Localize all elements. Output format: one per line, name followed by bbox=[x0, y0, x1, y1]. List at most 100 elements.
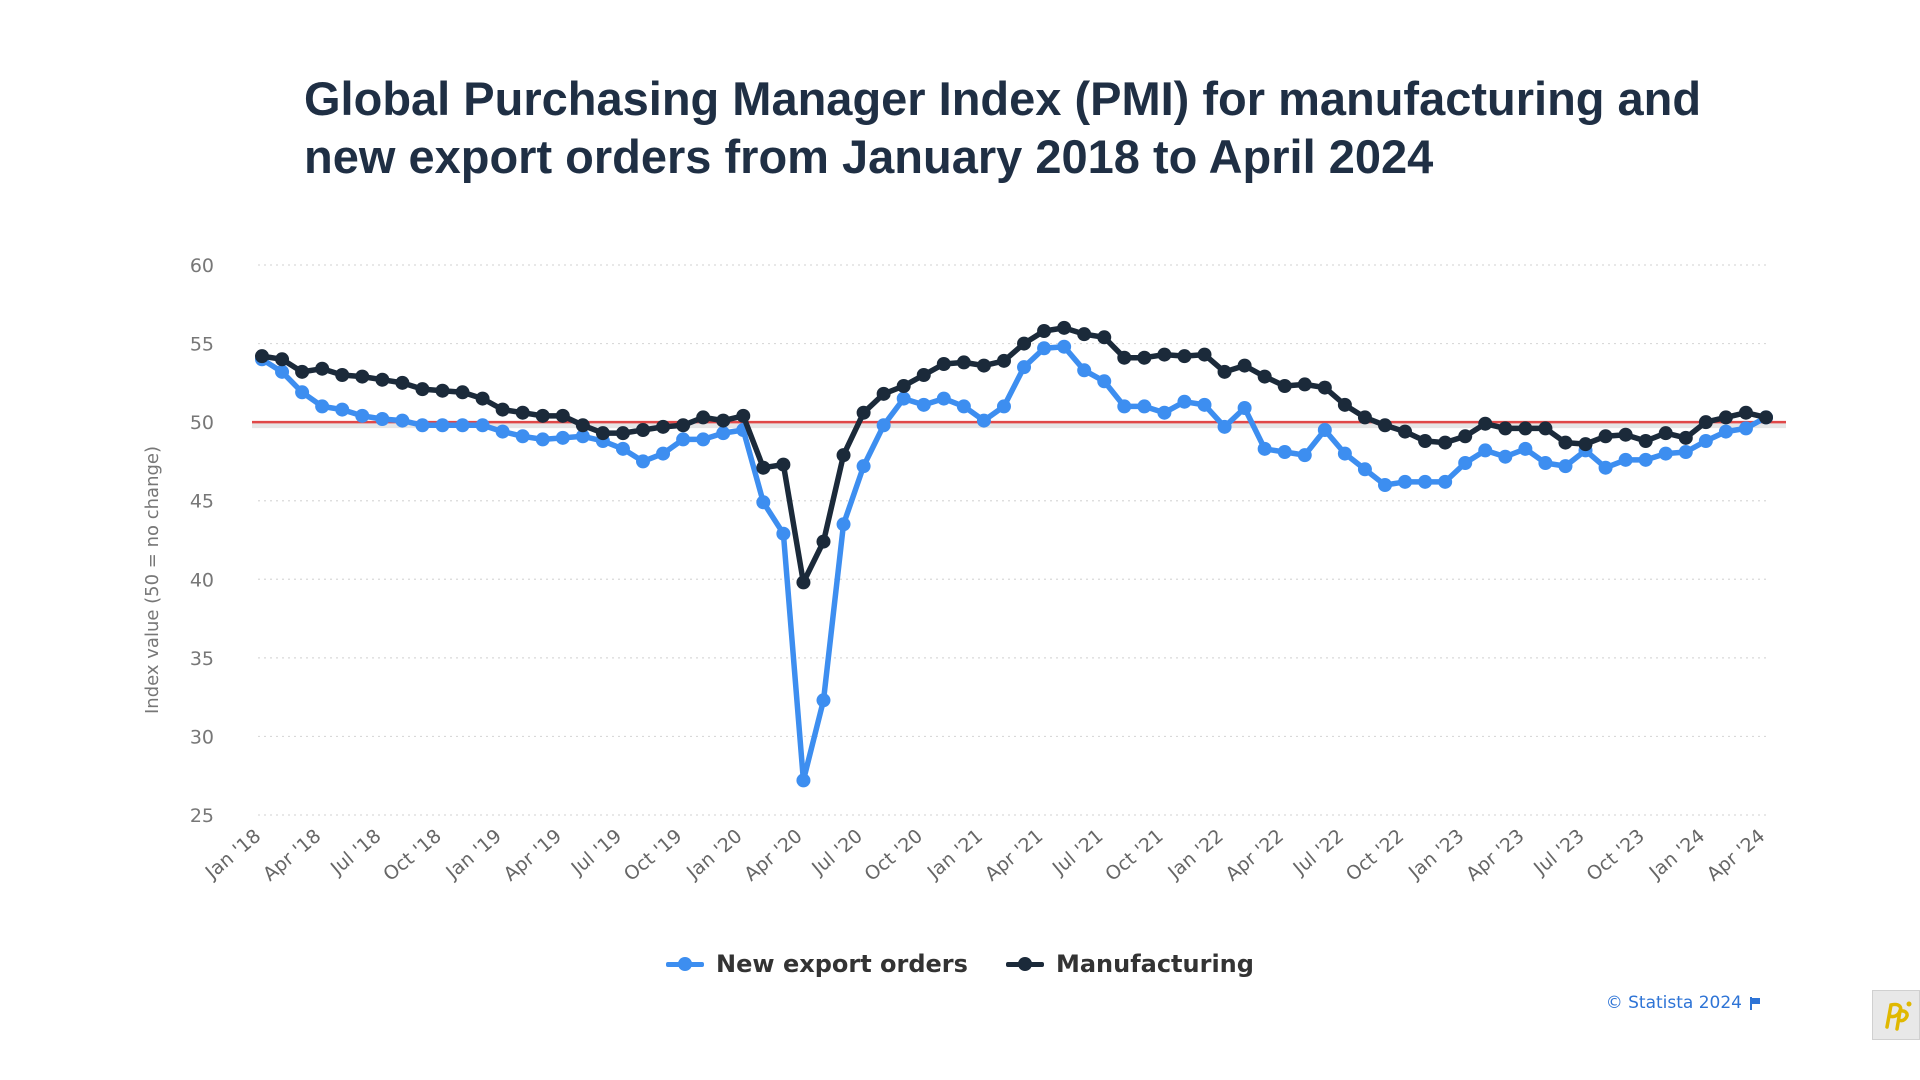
data-point-new-export-orders[interactable] bbox=[395, 413, 410, 428]
data-point-manufacturing[interactable] bbox=[876, 386, 891, 401]
data-point-manufacturing[interactable] bbox=[435, 383, 450, 398]
data-point-manufacturing[interactable] bbox=[1317, 380, 1332, 395]
data-point-new-export-orders[interactable] bbox=[1498, 449, 1513, 464]
data-point-manufacturing[interactable] bbox=[1658, 426, 1673, 441]
data-point-manufacturing[interactable] bbox=[1698, 415, 1713, 430]
data-point-manufacturing[interactable] bbox=[1017, 336, 1032, 351]
data-point-new-export-orders[interactable] bbox=[916, 397, 931, 412]
data-point-new-export-orders[interactable] bbox=[1538, 456, 1553, 470]
data-point-new-export-orders[interactable] bbox=[856, 459, 871, 474]
data-point-manufacturing[interactable] bbox=[1538, 421, 1553, 436]
data-point-new-export-orders[interactable] bbox=[956, 399, 971, 414]
data-point-new-export-orders[interactable] bbox=[455, 418, 470, 433]
data-point-manufacturing[interactable] bbox=[355, 369, 370, 384]
data-point-new-export-orders[interactable] bbox=[756, 495, 771, 510]
data-point-new-export-orders[interactable] bbox=[355, 408, 370, 423]
data-point-new-export-orders[interactable] bbox=[1658, 446, 1673, 461]
data-point-new-export-orders[interactable] bbox=[1057, 339, 1072, 354]
data-point-new-export-orders[interactable] bbox=[636, 454, 651, 469]
data-point-new-export-orders[interactable] bbox=[1698, 434, 1713, 448]
data-point-new-export-orders[interactable] bbox=[515, 429, 530, 444]
data-point-manufacturing[interactable] bbox=[1478, 416, 1493, 431]
legend-item-new-export-orders[interactable]: New export orders bbox=[666, 950, 968, 978]
data-point-manufacturing[interactable] bbox=[595, 426, 610, 441]
data-point-manufacturing[interactable] bbox=[956, 355, 971, 370]
data-point-new-export-orders[interactable] bbox=[716, 426, 731, 441]
data-point-manufacturing[interactable] bbox=[395, 375, 410, 390]
data-point-new-export-orders[interactable] bbox=[315, 399, 330, 414]
data-point-manufacturing[interactable] bbox=[656, 419, 671, 434]
data-point-new-export-orders[interactable] bbox=[1277, 445, 1292, 459]
data-point-new-export-orders[interactable] bbox=[295, 385, 310, 400]
data-point-new-export-orders[interactable] bbox=[1077, 363, 1092, 378]
data-point-new-export-orders[interactable] bbox=[816, 693, 831, 708]
data-point-new-export-orders[interactable] bbox=[1157, 405, 1172, 420]
data-point-new-export-orders[interactable] bbox=[275, 364, 290, 379]
data-point-manufacturing[interactable] bbox=[1337, 397, 1352, 412]
data-point-manufacturing[interactable] bbox=[936, 357, 951, 371]
data-point-new-export-orders[interactable] bbox=[575, 429, 590, 444]
data-point-new-export-orders[interactable] bbox=[495, 424, 510, 439]
data-point-manufacturing[interactable] bbox=[515, 405, 530, 420]
data-point-manufacturing[interactable] bbox=[736, 408, 751, 423]
data-point-manufacturing[interactable] bbox=[916, 368, 931, 382]
data-point-manufacturing[interactable] bbox=[1398, 424, 1413, 439]
data-point-new-export-orders[interactable] bbox=[1317, 423, 1332, 437]
data-point-manufacturing[interactable] bbox=[615, 426, 630, 441]
data-point-manufacturing[interactable] bbox=[776, 457, 791, 472]
data-point-manufacturing[interactable] bbox=[816, 534, 831, 549]
data-point-new-export-orders[interactable] bbox=[1177, 394, 1192, 409]
data-point-manufacturing[interactable] bbox=[1598, 429, 1613, 444]
data-point-manufacturing[interactable] bbox=[1257, 369, 1272, 384]
data-point-new-export-orders[interactable] bbox=[1718, 424, 1733, 439]
data-point-new-export-orders[interactable] bbox=[375, 412, 390, 426]
data-point-new-export-orders[interactable] bbox=[896, 391, 911, 406]
statista-credit-link[interactable]: © Statista 2024 bbox=[1606, 993, 1760, 1013]
data-point-manufacturing[interactable] bbox=[1618, 427, 1633, 442]
data-point-new-export-orders[interactable] bbox=[1337, 446, 1352, 461]
data-point-new-export-orders[interactable] bbox=[1618, 452, 1633, 467]
data-point-manufacturing[interactable] bbox=[1738, 405, 1753, 420]
data-point-manufacturing[interactable] bbox=[996, 353, 1011, 368]
legend-item-manufacturing[interactable]: Manufacturing bbox=[1005, 950, 1254, 978]
data-point-manufacturing[interactable] bbox=[555, 408, 570, 423]
data-point-manufacturing[interactable] bbox=[1077, 327, 1092, 342]
data-point-manufacturing[interactable] bbox=[495, 402, 510, 417]
data-point-new-export-orders[interactable] bbox=[1598, 460, 1613, 475]
data-point-new-export-orders[interactable] bbox=[936, 391, 951, 406]
data-point-new-export-orders[interactable] bbox=[1398, 474, 1413, 489]
data-point-manufacturing[interactable] bbox=[796, 575, 811, 590]
data-point-new-export-orders[interactable] bbox=[676, 432, 691, 447]
data-point-new-export-orders[interactable] bbox=[475, 418, 490, 433]
data-point-manufacturing[interactable] bbox=[455, 385, 470, 400]
data-point-manufacturing[interactable] bbox=[1458, 429, 1473, 444]
data-point-manufacturing[interactable] bbox=[1157, 347, 1172, 362]
data-point-manufacturing[interactable] bbox=[1558, 435, 1573, 450]
data-point-new-export-orders[interactable] bbox=[1518, 441, 1533, 456]
data-point-manufacturing[interactable] bbox=[575, 418, 590, 433]
data-point-manufacturing[interactable] bbox=[375, 372, 390, 387]
data-point-new-export-orders[interactable] bbox=[1377, 478, 1392, 492]
data-point-new-export-orders[interactable] bbox=[976, 413, 991, 428]
data-point-new-export-orders[interactable] bbox=[656, 446, 671, 461]
data-point-manufacturing[interactable] bbox=[475, 391, 490, 406]
data-point-new-export-orders[interactable] bbox=[696, 432, 711, 447]
data-point-manufacturing[interactable] bbox=[1037, 324, 1052, 338]
data-point-new-export-orders[interactable] bbox=[1237, 401, 1252, 415]
data-point-manufacturing[interactable] bbox=[836, 448, 851, 463]
data-point-manufacturing[interactable] bbox=[636, 423, 651, 437]
data-point-new-export-orders[interactable] bbox=[1678, 445, 1693, 459]
data-point-new-export-orders[interactable] bbox=[1117, 399, 1132, 414]
data-point-manufacturing[interactable] bbox=[1678, 430, 1693, 445]
data-point-new-export-orders[interactable] bbox=[335, 402, 350, 417]
data-point-manufacturing[interactable] bbox=[255, 349, 269, 364]
data-point-manufacturing[interactable] bbox=[1057, 320, 1072, 335]
data-point-manufacturing[interactable] bbox=[856, 405, 871, 420]
data-point-manufacturing[interactable] bbox=[1578, 437, 1593, 452]
data-point-manufacturing[interactable] bbox=[1277, 379, 1292, 393]
data-point-manufacturing[interactable] bbox=[1357, 410, 1372, 425]
data-point-new-export-orders[interactable] bbox=[1017, 360, 1032, 375]
data-point-manufacturing[interactable] bbox=[1377, 418, 1392, 433]
data-point-manufacturing[interactable] bbox=[676, 418, 691, 433]
data-point-manufacturing[interactable] bbox=[1137, 350, 1152, 365]
